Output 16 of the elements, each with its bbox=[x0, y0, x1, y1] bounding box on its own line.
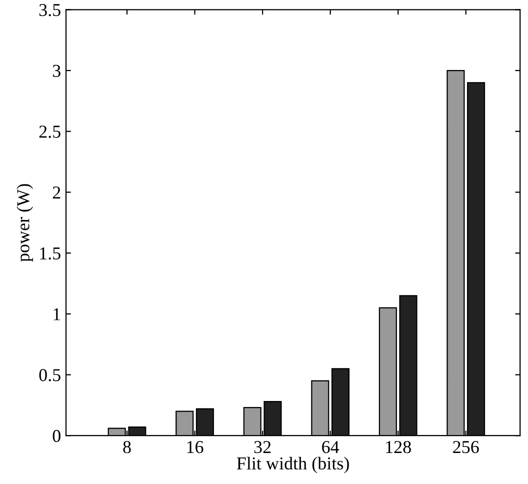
y-tick-label: 0 bbox=[52, 430, 60, 442]
y-tick-label: 1.5 bbox=[40, 247, 60, 260]
x-tick-label: 8 bbox=[123, 440, 131, 454]
x-tick-label: 32 bbox=[254, 441, 271, 454]
x-axis-title: Flit width (bits) bbox=[236, 456, 349, 474]
y-tick-label: 3.5 bbox=[39, 4, 60, 16]
x-tick-label: 64 bbox=[322, 441, 340, 454]
y-axis-title: power (W) bbox=[16, 184, 34, 262]
y-tick-label: 3 bbox=[52, 64, 60, 77]
y-tick-label: 2 bbox=[52, 186, 60, 198]
x-tick-label: 256 bbox=[453, 441, 479, 454]
y-tick-label: 1 bbox=[54, 308, 60, 320]
y-tick-label: 0.5 bbox=[39, 369, 60, 382]
x-tick-label: 128 bbox=[386, 440, 411, 454]
y-tick-label: 2.5 bbox=[39, 126, 60, 138]
x-tick-label: 16 bbox=[187, 441, 204, 454]
